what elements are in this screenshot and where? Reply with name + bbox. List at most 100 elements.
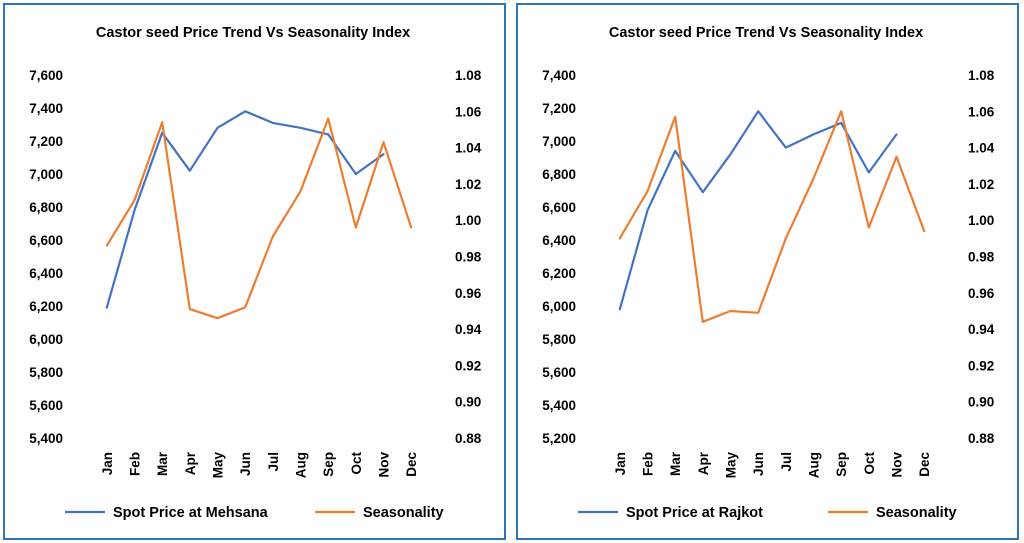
x-tick-label: Oct	[862, 452, 877, 475]
data-point	[243, 109, 247, 113]
data-point	[867, 170, 871, 174]
x-tick-label: Feb	[128, 452, 143, 476]
data-point	[133, 198, 137, 202]
data-point	[701, 190, 705, 194]
x-tick-label: Jan	[100, 452, 115, 475]
y-right-tick-label: 0.98	[455, 250, 482, 265]
y-left-tick-label: 6,800	[29, 200, 63, 215]
data-point	[784, 236, 788, 240]
data-point	[326, 132, 330, 136]
y-right-tick-label: 1.04	[455, 141, 482, 156]
y-left-tick-label: 7,000	[29, 167, 63, 182]
series-line-spot-price	[618, 110, 898, 311]
data-point	[618, 307, 622, 311]
data-point	[729, 309, 733, 313]
y-left-tick-label: 7,400	[29, 101, 63, 116]
data-point	[382, 152, 386, 156]
data-point	[271, 235, 275, 239]
data-point	[271, 121, 275, 125]
y-right-tick-label: 1.04	[968, 141, 995, 156]
x-tick-label: Nov	[377, 452, 392, 478]
data-point	[354, 172, 358, 176]
y-right-tick-label: 1.00	[968, 213, 994, 228]
y-left-tick-label: 7,200	[29, 134, 63, 149]
legend-label: Seasonality	[363, 505, 444, 521]
x-tick-label: Jun	[238, 452, 253, 476]
x-tick-label: Sep	[834, 452, 849, 477]
y-left-tick-label: 6,200	[29, 299, 63, 314]
y-right-tick-label: 0.90	[968, 395, 994, 410]
data-point	[895, 132, 899, 136]
y-right-tick-label: 1.00	[455, 213, 481, 228]
x-tick-label: Dec	[917, 452, 932, 477]
y-right-tick-label: 0.88	[455, 431, 482, 446]
chart-mehsana: Castor seed Price Trend Vs Seasonality I…	[29, 25, 482, 521]
data-point	[160, 120, 164, 124]
y-right-tick-label: 0.96	[968, 286, 995, 301]
chart-title: Castor seed Price Trend Vs Seasonality I…	[96, 25, 410, 41]
data-point	[701, 320, 705, 324]
x-tick-label: Aug	[294, 452, 309, 478]
data-point	[646, 189, 650, 193]
y-right-tick-label: 1.06	[455, 104, 482, 119]
data-point	[105, 306, 109, 310]
y-right-tick-label: 1.02	[455, 177, 481, 192]
y-right-tick-label: 0.94	[455, 322, 482, 337]
y-right-tick-label: 1.08	[968, 68, 995, 83]
chart-panel-mehsana: Castor seed Price Trend Vs Seasonality I…	[3, 3, 506, 540]
y-left-tick-label: 6,600	[29, 233, 63, 248]
y-right-tick-label: 0.92	[455, 358, 481, 373]
x-tick-label: May	[211, 452, 226, 479]
data-point	[895, 155, 899, 159]
series-line-seasonality	[105, 117, 413, 320]
x-tick-label: Mar	[668, 451, 683, 476]
x-tick-label: Apr	[696, 451, 711, 475]
chart-title: Castor seed Price Trend Vs Seasonality I…	[609, 25, 923, 41]
data-point	[216, 316, 220, 320]
data-point	[673, 149, 677, 153]
x-tick-label: Jan	[613, 452, 628, 475]
chart-rajkot: Castor seed Price Trend Vs Seasonality I…	[542, 25, 995, 521]
chart-panel-rajkot: Castor seed Price Trend Vs Seasonality I…	[516, 3, 1019, 540]
y-left-tick-label: 5,600	[542, 365, 576, 380]
y-left-tick-label: 6,000	[542, 299, 576, 314]
data-point	[133, 208, 137, 212]
x-tick-label: Oct	[349, 452, 364, 475]
data-point	[812, 176, 816, 180]
data-point	[922, 229, 926, 233]
y-left-tick-label: 5,400	[29, 431, 63, 446]
data-point	[188, 169, 192, 173]
y-left-tick-label: 7,000	[542, 134, 576, 149]
legend-label: Seasonality	[876, 505, 957, 521]
x-tick-label: Sep	[321, 452, 336, 477]
y-right-tick-label: 0.92	[968, 358, 994, 373]
y-right-tick-label: 1.08	[455, 68, 482, 83]
data-point	[646, 208, 650, 212]
y-left-tick-label: 7,200	[542, 101, 576, 116]
x-tick-label: Mar	[155, 451, 170, 476]
y-left-tick-label: 6,800	[542, 167, 576, 182]
data-point	[299, 189, 303, 193]
y-left-tick-label: 5,800	[542, 332, 576, 347]
series-line-seasonality	[618, 110, 926, 323]
legend-label: Spot Price at Rajkot	[626, 505, 763, 521]
x-tick-label: Jun	[751, 452, 766, 476]
y-right-tick-label: 0.98	[968, 250, 995, 265]
y-left-tick-label: 7,400	[542, 68, 576, 83]
y-right-tick-label: 1.02	[968, 177, 994, 192]
y-left-tick-label: 5,800	[29, 365, 63, 380]
data-point	[867, 225, 871, 229]
data-point	[243, 305, 247, 309]
x-tick-label: Dec	[404, 452, 419, 477]
y-right-tick-label: 0.90	[455, 395, 481, 410]
data-point	[326, 117, 330, 121]
data-point	[784, 146, 788, 150]
x-tick-label: May	[724, 452, 739, 479]
y-right-tick-label: 0.94	[968, 322, 995, 337]
y-right-tick-label: 0.88	[968, 431, 995, 446]
data-point	[299, 126, 303, 130]
data-point	[812, 132, 816, 136]
data-point	[756, 311, 760, 315]
legend-label: Spot Price at Mehsana	[113, 505, 269, 521]
x-tick-label: Jul	[266, 452, 281, 472]
